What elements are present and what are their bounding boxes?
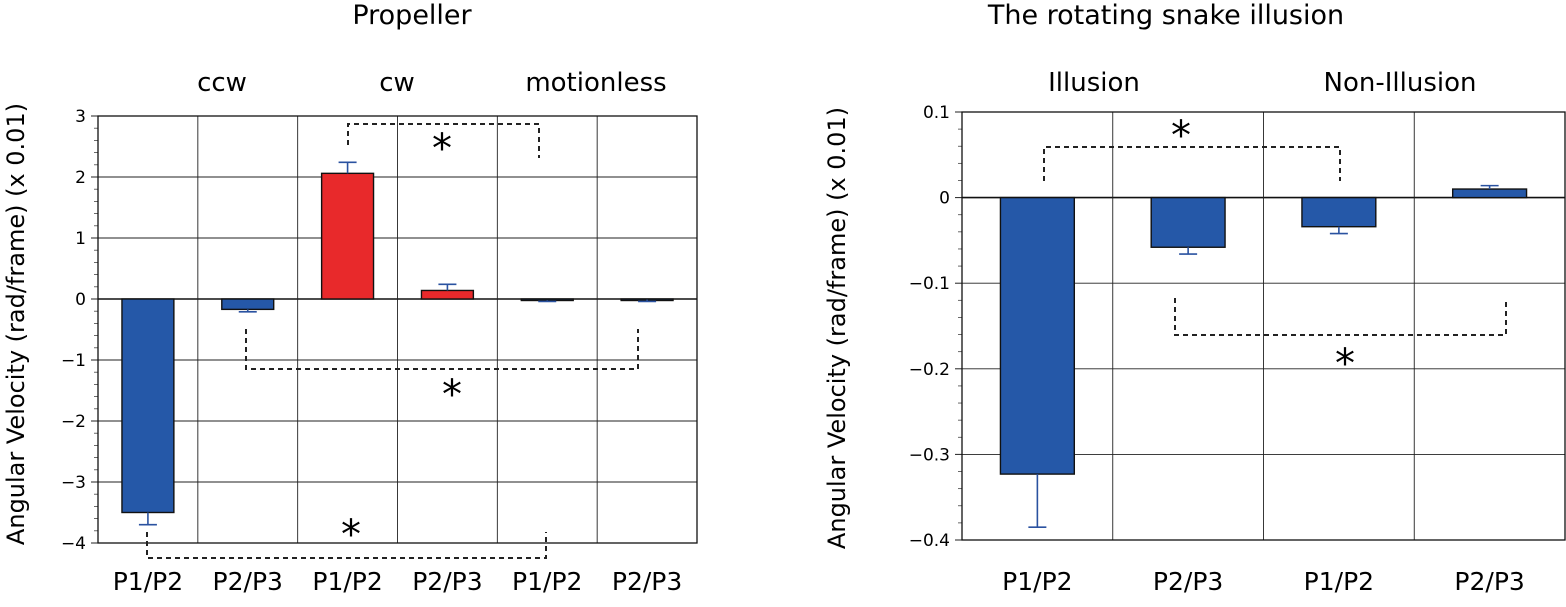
- propeller-y-ticks: 3 2 1 0 −1 −2 −3 −4: [61, 107, 86, 554]
- x-category-label: P1/P2: [113, 567, 183, 596]
- y-tick-label: −2: [61, 412, 86, 432]
- group-label-cw: cw: [379, 68, 415, 98]
- significance-star: *: [442, 372, 462, 418]
- y-tick-label: −0.2: [909, 360, 950, 380]
- y-tick-label: −0.3: [909, 445, 950, 465]
- y-tick-label: 2: [75, 168, 86, 188]
- propeller-x-categories: P1/P2 P2/P3 P1/P2 P2/P3 P1/P2 P2/P3: [113, 567, 683, 596]
- snake-y-ticks: 0.1 0 −0.1 −0.2 −0.3 −0.4: [909, 103, 950, 551]
- y-tick-label: 0: [939, 189, 950, 209]
- significance-star: *: [432, 126, 452, 172]
- bar: [221, 298, 275, 311]
- snake-title: The rotating snake illusion: [987, 0, 1344, 31]
- y-tick-label: 3: [75, 107, 86, 127]
- x-category-label: P2/P3: [612, 567, 682, 596]
- propeller-chart: Propeller ccw cw motionless Angular Velo…: [2, 0, 698, 596]
- significance-star: *: [341, 512, 361, 558]
- y-tick-label: −3: [61, 473, 86, 493]
- snake-bars: [999, 184, 1528, 528]
- snake-y-axis-label: Angular Velocity (rad/frame) (x 0.01): [823, 107, 851, 549]
- group-label-motionless: motionless: [525, 68, 666, 98]
- significance-bracket-p2p3: *: [1174, 298, 1507, 387]
- snake-chart: The rotating snake illusion Illusion Non…: [823, 0, 1566, 596]
- significance-bracket-illusion-p1p2: *: [1043, 113, 1341, 181]
- propeller-bars: [121, 161, 674, 526]
- bar: [420, 289, 475, 300]
- bar: [121, 298, 175, 514]
- x-category-label: P2/P3: [1454, 567, 1524, 596]
- significance-star: *: [1171, 113, 1191, 159]
- y-tick-label: 0.1: [923, 103, 950, 123]
- significance-bracket-p2p3: *: [245, 329, 639, 418]
- x-category-label: P1/P2: [312, 567, 382, 596]
- x-category-label: P2/P3: [412, 567, 482, 596]
- group-label-illusion: Illusion: [1048, 68, 1140, 98]
- plot-frame: [961, 111, 1566, 541]
- group-label-ccw: ccw: [197, 68, 247, 98]
- bar: [999, 196, 1076, 475]
- propeller-grid: [91, 115, 698, 544]
- x-category-label: P2/P3: [1153, 567, 1223, 596]
- plot-frame: [97, 115, 698, 544]
- propeller-y-axis-label: Angular Velocity (rad/frame) (x 0.01): [2, 103, 30, 545]
- x-category-label: P2/P3: [213, 567, 283, 596]
- bar: [320, 172, 375, 300]
- propeller-title: Propeller: [352, 0, 472, 31]
- bar: [1150, 196, 1226, 248]
- significance-star: *: [1335, 341, 1355, 387]
- x-category-label: P1/P2: [1002, 567, 1072, 596]
- bar: [1451, 188, 1528, 199]
- significance-bracket-cw-motionless: *: [347, 123, 540, 172]
- y-tick-label: −0.4: [909, 531, 950, 551]
- y-tick-label: 1: [75, 229, 86, 249]
- snake-x-categories: P1/P2 P2/P3 P1/P2 P2/P3: [1002, 567, 1525, 596]
- group-label-non-illusion: Non-Illusion: [1324, 68, 1477, 98]
- bar: [1301, 196, 1377, 228]
- x-category-label: P1/P2: [1304, 567, 1374, 596]
- y-tick-label: −0.1: [909, 274, 950, 294]
- x-category-label: P1/P2: [512, 567, 582, 596]
- y-tick-label: 0: [75, 290, 86, 310]
- y-tick-label: −1: [61, 351, 86, 371]
- y-tick-label: −4: [61, 534, 86, 554]
- significance-bracket-p1p2: *: [146, 512, 547, 559]
